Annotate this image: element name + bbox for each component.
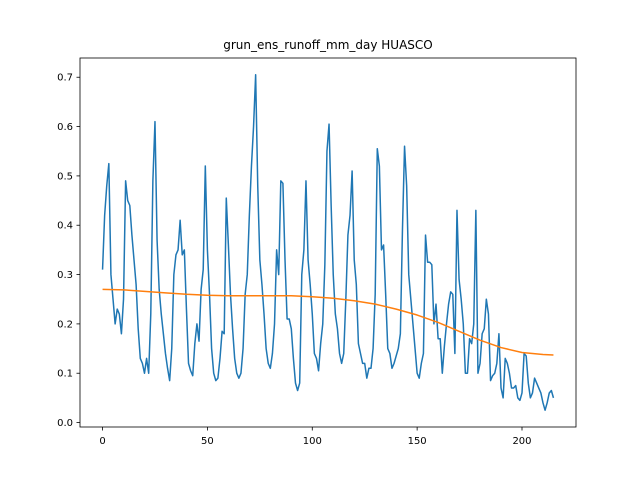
y-tick-label: 0.4: [57, 221, 73, 232]
data-line: [102, 288, 554, 356]
y-tick-label: 0.6: [57, 122, 73, 133]
x-tick-label: 150: [408, 436, 427, 447]
y-tick-label: 0.3: [57, 270, 73, 281]
y-tick-label: 0.0: [57, 418, 73, 429]
y-tick-label: 0.5: [57, 171, 73, 182]
x-tick-label: 100: [303, 436, 322, 447]
y-tick-label: 0.2: [57, 319, 73, 330]
x-tick-label: 0: [99, 436, 105, 447]
x-tick-label: 200: [512, 436, 531, 447]
plot-frame: [79, 57, 577, 428]
data-line: [101, 74, 555, 411]
y-tick-label: 0.7: [57, 73, 73, 84]
x-tick-label: 50: [201, 436, 214, 447]
y-tick-label: 0.1: [57, 369, 73, 380]
chart-title: grun_ens_runoff_mm_day HUASCO: [223, 38, 432, 52]
